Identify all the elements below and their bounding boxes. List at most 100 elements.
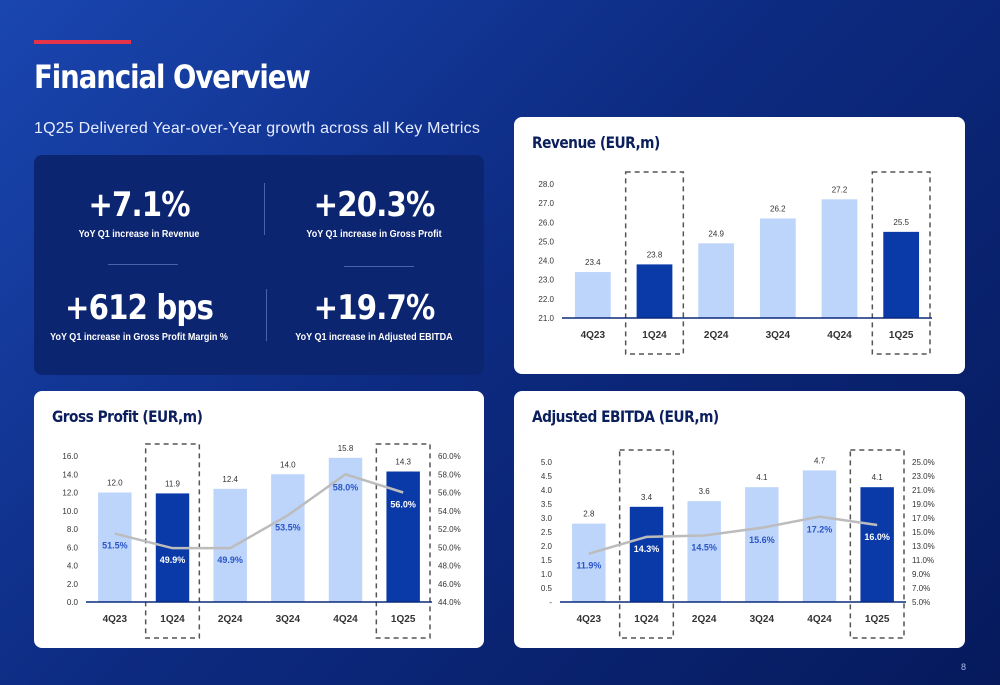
y2-tick-label: 19.0%: [912, 500, 935, 509]
bar: [629, 506, 664, 602]
bar: [386, 471, 420, 602]
x-tick-label: 3Q24: [276, 614, 301, 625]
page-subtitle: 1Q25 Delivered Year-over-Year growth acr…: [34, 120, 481, 137]
x-tick-label: 1Q24: [160, 614, 185, 625]
y-tick-label: 0.5: [541, 584, 553, 593]
y-tick-label: 5.0: [541, 458, 553, 467]
y-tick-label: 0.0: [67, 598, 79, 607]
kpi-label: YoY Q1 increase in Gross Profit Margin %: [50, 332, 228, 343]
kpi-revenue: +7.1% YoY Q1 increase in Revenue: [39, 185, 239, 240]
y-tick-label: 25.0: [538, 237, 554, 246]
bar-value-label: 27.2: [832, 185, 848, 194]
y2-tick-label: 5.0%: [912, 598, 930, 607]
margin-value-label: 14.3%: [634, 544, 660, 554]
bar: [860, 487, 894, 602]
bar: [759, 218, 796, 318]
y2-tick-label: 13.0%: [912, 542, 935, 551]
x-tick-label: 2Q24: [704, 330, 729, 341]
y-tick-label: 3.0: [541, 514, 553, 523]
y-tick-label: 2.0: [541, 542, 553, 551]
x-tick-label: 1Q25: [865, 614, 890, 625]
x-tick-label: 1Q24: [642, 330, 667, 341]
x-tick-label: 4Q23: [103, 614, 128, 625]
bar: [213, 488, 247, 602]
y-tick-label: 24.0: [538, 257, 554, 266]
y-tick-label: 4.0: [67, 562, 79, 571]
bar-value-label: 3.4: [641, 493, 653, 502]
bar-value-label: 11.9: [165, 479, 181, 488]
y2-tick-label: 23.0%: [912, 472, 935, 481]
margin-value-label: 49.9%: [160, 555, 186, 565]
y2-tick-label: 46.0%: [438, 580, 461, 589]
x-tick-label: 4Q24: [807, 614, 832, 625]
x-tick-label: 1Q25: [391, 614, 416, 625]
highlight-box: [375, 443, 431, 639]
bar-value-label: 4.1: [872, 473, 884, 482]
margin-value-label: 49.9%: [217, 555, 243, 565]
gross-profit-chart-card: Gross Profit (EUR,m) 0.0 2.0 4.0 6.0 8.0 10.0…: [34, 391, 484, 648]
y-tick-label: 1.0: [541, 570, 553, 579]
chart-title: Gross Profit (EUR,m): [52, 407, 203, 426]
x-tick-label: 3Q24: [766, 330, 791, 341]
y-tick-label: 10.0: [62, 507, 78, 516]
bar: [687, 501, 721, 602]
y2-tick-label: 44.0%: [438, 598, 461, 607]
y-tick-label: 8.0: [67, 525, 79, 534]
x-tick-label: 1Q24: [634, 614, 659, 625]
x-tick-label: 4Q24: [333, 614, 358, 625]
bar-value-label: 14.0: [280, 460, 296, 469]
y-tick-label: 1.5: [541, 556, 553, 565]
ebitda-chart-card: Adjusted EBITDA (EUR,m) - 0.5 1.0 1.5 2.0 2.5…: [514, 391, 965, 648]
x-tick-label: 2Q24: [218, 614, 243, 625]
page-title: Financial Overview: [34, 58, 311, 96]
kpi-value: +20.3%: [313, 185, 436, 225]
y-tick-label: 4.5: [541, 472, 553, 481]
chart-title: Adjusted EBITDA (EUR,m): [532, 407, 719, 426]
y-tick-label: 26.0: [538, 218, 554, 227]
bar: [883, 231, 920, 318]
y-tick-label: -: [549, 598, 552, 607]
y-tick-label: 14.0: [62, 470, 78, 479]
y2-tick-label: 50.0%: [438, 543, 461, 552]
bar-value-label: 23.8: [647, 250, 663, 259]
y2-tick-label: 54.0%: [438, 507, 461, 516]
highlight-box: [624, 171, 685, 355]
y2-tick-label: 48.0%: [438, 562, 461, 571]
revenue-chart-card: Revenue (EUR,m) 21.0 22.0 23.0 24.0 25.0 26.0…: [514, 117, 965, 374]
y2-tick-label: 52.0%: [438, 525, 461, 534]
kpi-gross-profit: +20.3% YoY Q1 increase in Gross Profit: [274, 185, 474, 240]
x-tick-label: 4Q23: [577, 614, 602, 625]
margin-line: [588, 515, 878, 555]
y-tick-label: 22.0: [538, 295, 554, 304]
y2-tick-label: 11.0%: [912, 556, 934, 565]
kpi-divider: [264, 183, 265, 235]
margin-value-label: 11.9%: [576, 561, 601, 571]
kpi-label: YoY Q1 increase in Revenue: [78, 229, 200, 240]
bar: [698, 243, 735, 318]
bar-value-label: 12.4: [222, 475, 238, 484]
y2-tick-label: 7.0%: [912, 584, 930, 593]
kpi-ebitda: +19.7% YoY Q1 increase in Adjusted EBITD…: [274, 288, 474, 343]
bar: [574, 272, 611, 318]
y-tick-label: 3.5: [541, 500, 553, 509]
accent-bar: [34, 40, 131, 44]
bar-value-label: 14.3: [395, 458, 411, 467]
x-tick-label: 4Q23: [581, 330, 606, 341]
y-tick-label: 16.0: [62, 452, 78, 461]
y2-tick-label: 15.0%: [912, 528, 935, 537]
margin-value-label: 58.0%: [333, 482, 359, 492]
y-tick-label: 4.0: [541, 486, 553, 495]
bar-value-label: 4.1: [756, 473, 768, 482]
kpi-panel: +7.1% YoY Q1 increase in Revenue +20.3% …: [34, 155, 484, 375]
revenue-chart: 21.0 22.0 23.0 24.0 25.0 26.0 27.0 28.0 23.4 4Q23…: [538, 171, 932, 355]
margin-line: [114, 472, 404, 550]
y-tick-label: 2.5: [541, 528, 553, 537]
gross-profit-chart: 0.0 2.0 4.0 6.0 8.0 10.0 12.0 14.0 16.0 44.0% 46.0…: [62, 443, 461, 639]
bar-value-label: 15.8: [338, 444, 354, 453]
highlight-box: [849, 449, 905, 639]
bar: [636, 264, 673, 318]
bar-value-label: 25.5: [893, 218, 909, 227]
y2-tick-label: 58.0%: [438, 470, 461, 479]
highlight-box: [871, 171, 931, 355]
y2-tick-label: 25.0%: [912, 458, 935, 467]
